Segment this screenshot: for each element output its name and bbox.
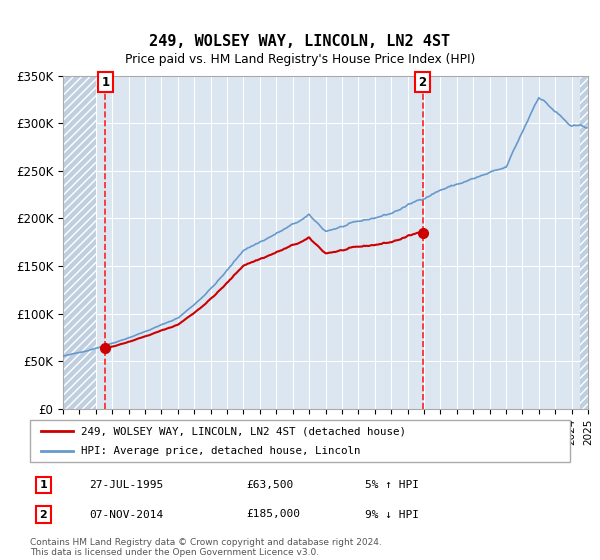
Text: £63,500: £63,500 [246,480,293,490]
FancyBboxPatch shape [30,420,570,462]
Bar [63,76,96,409]
Text: 9% ↓ HPI: 9% ↓ HPI [365,510,419,520]
Text: 07-NOV-2014: 07-NOV-2014 [89,510,164,520]
Text: £185,000: £185,000 [246,510,300,520]
Text: 249, WOLSEY WAY, LINCOLN, LN2 4ST (detached house): 249, WOLSEY WAY, LINCOLN, LN2 4ST (detac… [82,426,406,436]
Text: 249, WOLSEY WAY, LINCOLN, LN2 4ST: 249, WOLSEY WAY, LINCOLN, LN2 4ST [149,35,451,49]
Text: Price paid vs. HM Land Registry's House Price Index (HPI): Price paid vs. HM Land Registry's House … [125,53,475,67]
Text: 2: 2 [419,76,427,88]
Text: Contains HM Land Registry data © Crown copyright and database right 2024.
This d: Contains HM Land Registry data © Crown c… [30,538,382,557]
Text: 27-JUL-1995: 27-JUL-1995 [89,480,164,490]
Bar [580,76,588,409]
Text: HPI: Average price, detached house, Lincoln: HPI: Average price, detached house, Linc… [82,446,361,456]
Text: 5% ↑ HPI: 5% ↑ HPI [365,480,419,490]
Text: 2: 2 [40,510,47,520]
Text: 1: 1 [101,76,109,88]
Text: 1: 1 [40,480,47,490]
